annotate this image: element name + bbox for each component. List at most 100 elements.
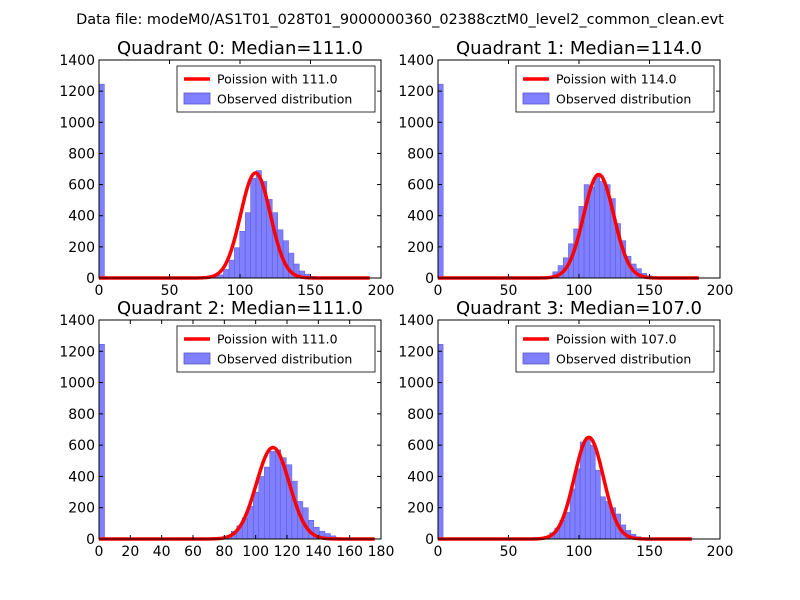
- x-tick-label: 100: [242, 544, 269, 560]
- y-tick-label: 1000: [398, 376, 434, 392]
- y-tick-label: 200: [68, 501, 95, 517]
- x-tick-label: 120: [274, 544, 301, 560]
- legend-bar-swatch: [522, 352, 550, 365]
- panel-quadrant-0: 0 50 100 150 200 0 200 400 600 800 1000 1200 1400 Qua…: [59, 38, 394, 299]
- y-tick-label: 400: [68, 469, 95, 485]
- y-tick-label: 1000: [59, 115, 95, 131]
- panel-quadrant-2: 0 20 40 60 80 100 120 140 160 180 0 200 400 600 800 100…: [59, 298, 394, 560]
- y-tick-label: 800: [407, 407, 434, 423]
- axes-frame: [98, 319, 382, 540]
- y-tick-label: 1400: [59, 53, 95, 69]
- x-tick-label: 100: [566, 283, 593, 299]
- histogram-bars: [98, 83, 316, 279]
- y-tick-label: 1400: [59, 313, 95, 329]
- histogram-bar: [234, 247, 241, 279]
- x-tick-label: 200: [707, 283, 734, 299]
- y-tick-label: 1200: [398, 84, 434, 100]
- histogram-bar: [239, 231, 246, 279]
- x-tick-label: 0: [434, 544, 443, 560]
- legend: Poission with 111.0 Observed distribution: [176, 325, 376, 373]
- x-tick-label: 0: [95, 544, 104, 560]
- poisson-curve: [98, 445, 375, 541]
- legend: Poission with 107.0 Observed distribution: [515, 325, 715, 373]
- y-tick-label: 800: [68, 407, 95, 423]
- y-tick-label: 1200: [59, 84, 95, 100]
- panel-title: Quadrant 0: Median=111.0: [117, 38, 363, 59]
- legend-entry-poisson: Poission with 107.0: [556, 332, 677, 347]
- y-tick-label: 1400: [398, 53, 434, 69]
- y-tick-label: 600: [68, 178, 95, 194]
- histogram-bar: [98, 343, 105, 540]
- y-tick-label: 400: [407, 469, 434, 485]
- histogram-bar: [600, 496, 606, 540]
- poisson-curve: [437, 172, 700, 280]
- histogram-bar: [584, 437, 591, 540]
- y-tick-label: 0: [425, 532, 434, 548]
- histogram-bar: [564, 512, 571, 540]
- histogram-bar: [590, 444, 596, 540]
- x-tick-label: 50: [500, 544, 518, 560]
- legend-entry-observed: Observed distribution: [556, 92, 691, 107]
- histogram-bar: [250, 178, 257, 279]
- histogram-bar: [595, 469, 601, 540]
- x-tick-label: 0: [95, 283, 104, 299]
- x-tick-label: 140: [305, 544, 332, 560]
- histogram-bar: [255, 170, 262, 279]
- legend-entry-poisson: Poission with 114.0: [556, 72, 677, 87]
- y-tick-label: 1000: [398, 115, 434, 131]
- y-tick-label: 200: [407, 501, 434, 517]
- x-tick-label: 200: [707, 544, 734, 560]
- y-tick-label: 1200: [59, 344, 95, 360]
- x-tick-label: 180: [368, 544, 395, 560]
- x-tick-label: 100: [227, 283, 254, 299]
- histogram-bar: [223, 269, 230, 279]
- legend-entry-poisson: Poission with 111.0: [217, 332, 338, 347]
- x-tick-label: 40: [153, 544, 171, 560]
- y-tick-label: 600: [407, 178, 434, 194]
- x-tick-label: 150: [297, 283, 324, 299]
- histogram-bar: [594, 176, 600, 279]
- panel-quadrant-1: 0 50 100 150 200 0 200 400 600 800 1000 1200 1400 Qua…: [398, 38, 733, 299]
- histogram-bar: [258, 476, 265, 540]
- y-tick-label: 0: [86, 271, 95, 287]
- histogram-bars: [437, 83, 653, 279]
- x-tick-label: 160: [336, 544, 363, 560]
- histogram-bar: [253, 491, 260, 540]
- legend-entry-poisson: Poission with 111.0: [217, 72, 338, 87]
- legend: Poission with 114.0 Observed distribution: [515, 65, 715, 113]
- y-tick-label: 1200: [398, 344, 434, 360]
- x-tick-label: 0: [434, 283, 443, 299]
- legend-bar-swatch: [183, 352, 211, 365]
- histogram-bar: [244, 212, 251, 279]
- y-tick-label: 800: [407, 146, 434, 162]
- y-tick-label: 600: [68, 438, 95, 454]
- figure-suptitle: Data file: modeM0/AS1T01_028T01_90000003…: [76, 12, 724, 28]
- histogram-bar: [269, 451, 276, 540]
- panel-title: Quadrant 2: Median=111.0: [117, 298, 363, 319]
- panel-title: Quadrant 1: Median=114.0: [456, 38, 702, 59]
- histogram-bar: [589, 186, 595, 279]
- legend-entry-observed: Observed distribution: [556, 352, 691, 367]
- y-tick-label: 200: [407, 240, 434, 256]
- y-tick-label: 800: [68, 146, 95, 162]
- y-tick-label: 600: [407, 438, 434, 454]
- panel-title: Quadrant 3: Median=107.0: [456, 298, 702, 319]
- legend-entry-observed: Observed distribution: [217, 92, 352, 107]
- legend: Poission with 111.0 Observed distribution: [176, 65, 376, 113]
- y-tick-label: 1000: [59, 376, 95, 392]
- histogram-bar: [437, 343, 444, 540]
- legend-bar-swatch: [522, 92, 550, 105]
- y-tick-label: 400: [68, 209, 95, 225]
- y-tick-label: 200: [68, 240, 95, 256]
- x-tick-label: 150: [636, 544, 663, 560]
- histogram-bar: [574, 468, 581, 540]
- x-tick-label: 80: [215, 544, 233, 560]
- histogram-bar: [264, 466, 271, 540]
- legend-bar-swatch: [183, 92, 211, 105]
- y-tick-label: 1400: [398, 313, 434, 329]
- y-tick-label: 0: [425, 271, 434, 287]
- histogram-bars: [98, 343, 342, 540]
- x-tick-label: 200: [368, 283, 395, 299]
- legend-entry-observed: Observed distribution: [217, 352, 352, 367]
